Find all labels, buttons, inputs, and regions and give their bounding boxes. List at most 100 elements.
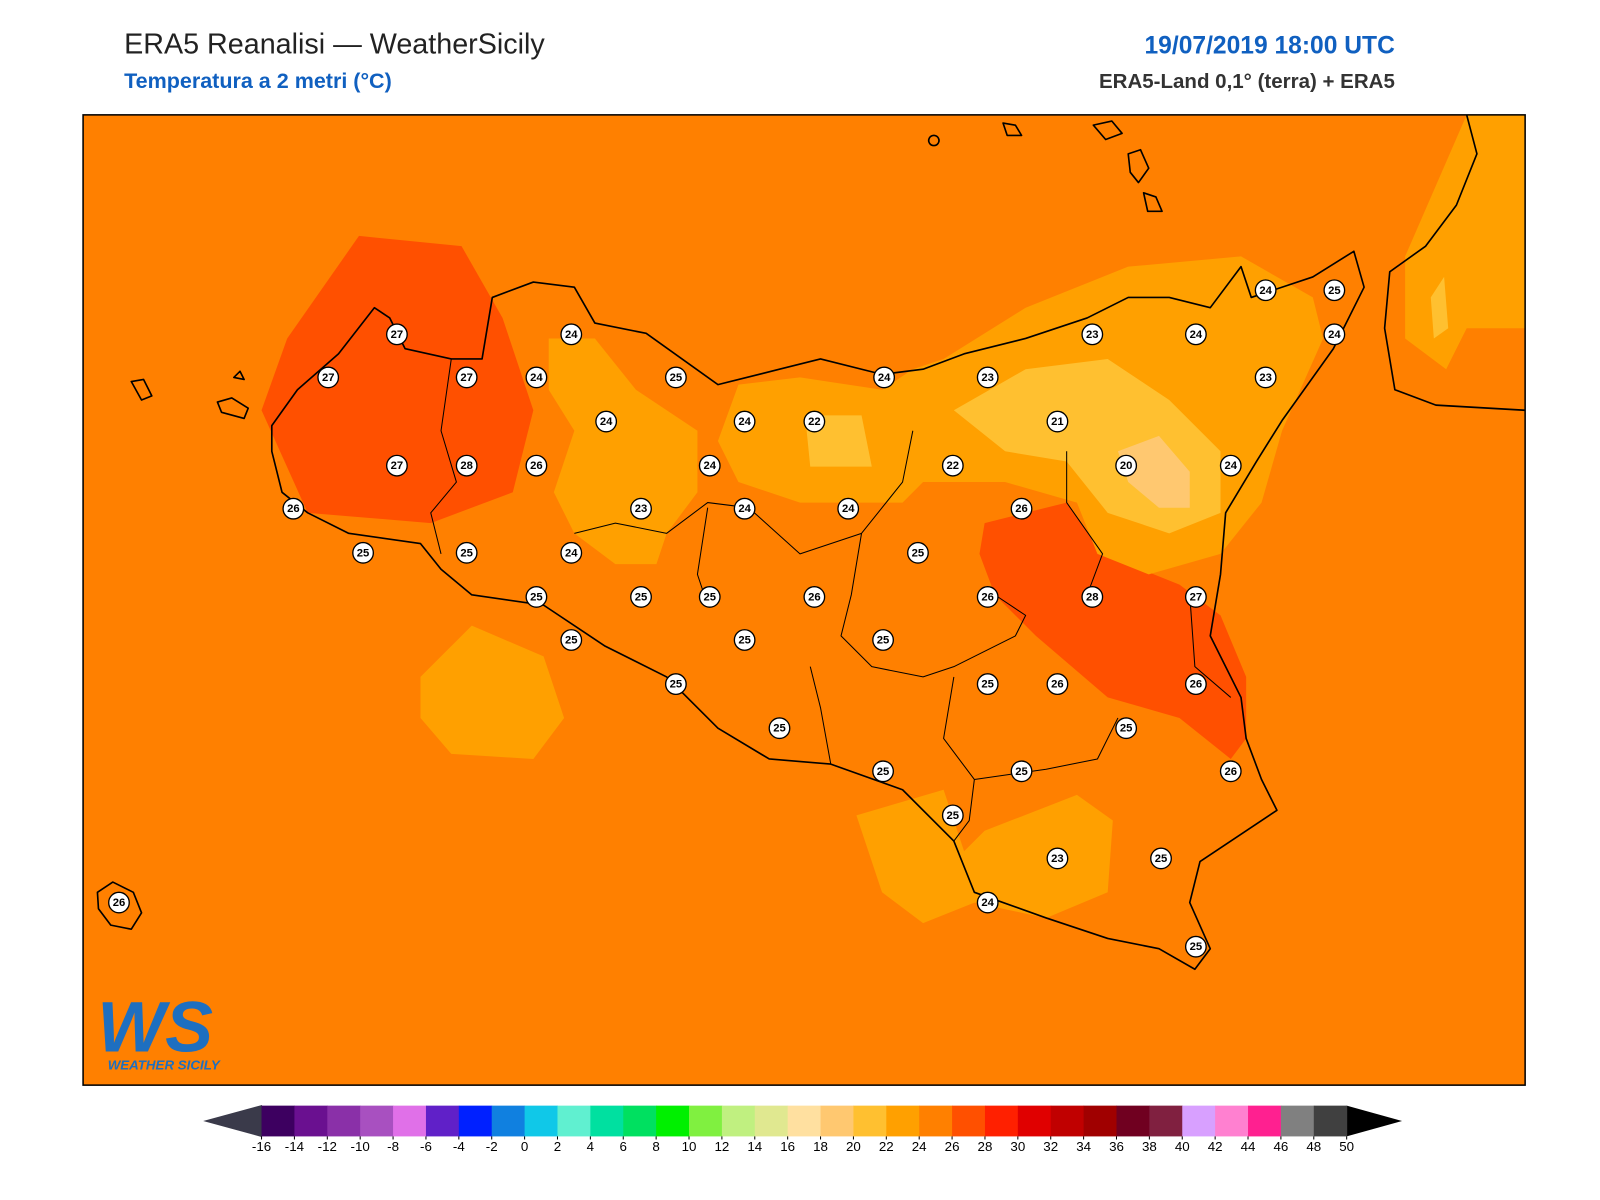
pantelleria — [96, 881, 143, 931]
aeolian — [1002, 120, 1163, 213]
colorbar-segment — [590, 1105, 624, 1137]
station-value: 27 — [322, 372, 335, 384]
station-value: 25 — [877, 635, 890, 647]
colorbar-segment — [656, 1105, 690, 1137]
colorbar-segment — [984, 1105, 1019, 1137]
station-value: 24 — [738, 416, 751, 428]
station-marker — [630, 497, 652, 520]
colorbar-segment — [1215, 1105, 1249, 1137]
colorbar-segment — [327, 1105, 361, 1137]
station: 24 — [1323, 323, 1346, 346]
station: 25 — [1323, 279, 1346, 302]
colorbar-tick-label: -2 — [486, 1139, 498, 1154]
field-18-20 — [1117, 435, 1190, 508]
logo-name: WEATHER SICILY — [108, 1058, 221, 1073]
station-marker — [1184, 935, 1207, 958]
station: 24 — [837, 497, 860, 520]
map-frame — [82, 114, 1526, 1086]
colorbar-segment — [820, 1105, 854, 1137]
field-22-24 — [420, 625, 565, 759]
colorbar-segment — [425, 1105, 460, 1137]
station-marker — [1046, 410, 1069, 433]
station: 24 — [560, 323, 583, 346]
colorbar-segment — [294, 1105, 328, 1137]
field-22-24 — [548, 338, 698, 565]
station: 26 — [1046, 673, 1069, 696]
station: 25 — [630, 586, 652, 608]
colorbar-tick-label: 8 — [652, 1139, 659, 1154]
station: 26 — [282, 497, 305, 520]
field-26-28 — [979, 502, 1247, 759]
colorbar-segment — [1280, 1105, 1315, 1137]
colorbar-tick-label: 44 — [1241, 1139, 1256, 1154]
station-value: 25 — [635, 591, 648, 603]
colorbar-segment — [919, 1105, 953, 1137]
colorbar-tick-label: -16 — [252, 1139, 271, 1154]
colorbar-segment — [754, 1105, 789, 1137]
colorbar-segment — [1050, 1105, 1085, 1137]
station-value: 25 — [981, 679, 994, 691]
station: 25 — [664, 673, 687, 696]
station-value: 25 — [947, 810, 960, 822]
station-value: 26 — [113, 897, 126, 909]
colorbar-segment — [623, 1105, 657, 1137]
temperature-field — [83, 114, 1526, 1086]
station: 24 — [733, 410, 756, 433]
station: 28 — [455, 454, 478, 477]
colorbar-tick-label: 40 — [1175, 1139, 1190, 1154]
station: 26 — [108, 891, 130, 914]
station-value: 24 — [530, 372, 543, 384]
station-value: 25 — [1155, 853, 1168, 865]
colorbar-tick-label: -6 — [420, 1139, 432, 1154]
station-marker — [803, 586, 826, 608]
colorbar-segment — [952, 1105, 986, 1137]
source: ERA5-Land 0,1° (terra) + ERA5 — [1099, 70, 1395, 93]
station: 25 — [698, 586, 721, 608]
station: 23 — [630, 497, 652, 520]
station-marker — [872, 629, 894, 651]
station-marker — [386, 323, 408, 346]
station-value: 24 — [703, 460, 716, 472]
station: 22 — [941, 454, 964, 477]
station: 24 — [733, 497, 756, 520]
station-value: 23 — [635, 503, 648, 515]
field-20-22 — [1430, 276, 1449, 339]
station-marker — [630, 586, 652, 608]
station-marker — [1219, 454, 1242, 477]
field-22-24 — [856, 789, 1113, 924]
station-marker — [733, 410, 756, 433]
station-value: 25 — [703, 591, 716, 603]
station: 27 — [386, 323, 408, 346]
station: 20 — [1115, 454, 1138, 477]
colorbar-tick-label: 30 — [1010, 1139, 1025, 1154]
ustica — [927, 134, 940, 147]
station: 25 — [1150, 847, 1172, 870]
station-value: 23 — [1051, 853, 1064, 865]
station: 25 — [352, 541, 374, 564]
station-marker — [455, 366, 478, 389]
station-value: 23 — [1259, 372, 1272, 384]
colorbar-tick-label: 38 — [1142, 1139, 1157, 1154]
station-value: 25 — [1120, 723, 1133, 735]
field-26-28 — [261, 235, 534, 524]
station: 25 — [560, 629, 583, 651]
colorbar-under — [203, 1104, 263, 1138]
colorbar-tick-label: 26 — [945, 1139, 960, 1154]
colorbar-tick-label: 50 — [1339, 1139, 1354, 1154]
station-marker — [525, 366, 548, 389]
station: 21 — [1046, 410, 1069, 433]
station-marker — [108, 891, 130, 914]
colorbar-tick-label: -12 — [318, 1139, 337, 1154]
station: 25 — [872, 760, 894, 783]
station-marker — [455, 454, 478, 477]
station-value: 27 — [1190, 591, 1203, 603]
station-marker — [837, 497, 860, 520]
colorbar-segment — [1313, 1105, 1348, 1137]
station-value: 24 — [565, 329, 578, 341]
station: 25 — [1184, 935, 1207, 958]
station-value: 27 — [460, 372, 473, 384]
station-marker — [525, 586, 548, 608]
sicily-coast — [270, 250, 1365, 971]
colorbar-tick-label: 32 — [1043, 1139, 1058, 1154]
